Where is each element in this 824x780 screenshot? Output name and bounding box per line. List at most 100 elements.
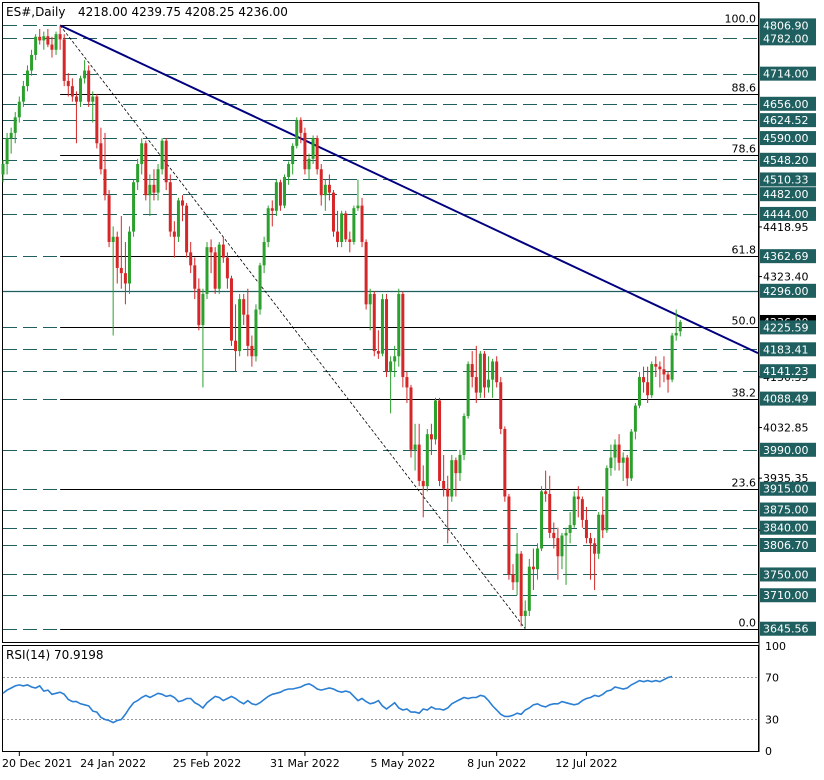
rsi-indicator: 100 70 30 0	[2, 640, 786, 758]
candle-body	[576, 496, 580, 500]
candle-body	[295, 119, 299, 146]
candle-body	[95, 96, 99, 144]
candle-body	[25, 70, 29, 87]
candle	[278, 179, 282, 211]
date-tick-label: 25 Feb 2022	[173, 757, 241, 770]
candle-body	[376, 351, 380, 354]
candle-body	[30, 54, 34, 71]
candle-body	[152, 184, 156, 193]
candle-body	[482, 353, 486, 388]
candle	[597, 512, 601, 559]
price-label-box	[760, 172, 816, 187]
candle	[609, 444, 613, 476]
date-axis-labels: 20 Dec 2021 24 Jan 2022 25 Feb 2022 31 Mar …	[2, 752, 618, 770]
candle-body	[499, 382, 503, 429]
candle-body	[666, 374, 670, 380]
candle	[323, 179, 327, 211]
candle-body	[446, 488, 450, 497]
price-label-text: 4624.52	[763, 114, 809, 127]
candle	[83, 60, 87, 84]
candle	[560, 532, 564, 570]
candle-body	[454, 460, 458, 474]
level-price-label: 3915.00	[760, 481, 816, 496]
fib-level-label: 78.6	[732, 143, 757, 156]
candle	[589, 532, 593, 580]
level-price-label: 3806.70	[760, 538, 816, 553]
candle-body	[389, 361, 393, 372]
candle-body	[495, 361, 499, 383]
candle	[189, 241, 193, 274]
candle-body	[540, 491, 544, 549]
date-tick-label: 20 Dec 2021	[2, 757, 72, 770]
candle-body	[409, 387, 413, 450]
candle	[389, 356, 393, 414]
candle-body	[621, 457, 625, 463]
candle	[458, 449, 462, 481]
price-label-box	[760, 481, 816, 496]
level-price-label: 4482.00	[760, 187, 816, 202]
candle-body	[205, 247, 209, 294]
candle-body	[38, 36, 42, 41]
candle	[450, 454, 454, 502]
candle	[46, 28, 50, 48]
candle	[368, 288, 372, 331]
candle	[356, 179, 360, 211]
candle-body	[629, 431, 633, 479]
candle	[148, 174, 152, 216]
candles	[1, 25, 682, 629]
candle	[474, 345, 478, 404]
candle-body	[274, 182, 278, 211]
level-price-label: 4656.00	[760, 96, 816, 111]
candle-body	[650, 364, 654, 396]
candle-body	[278, 182, 282, 206]
candle-body	[397, 293, 401, 357]
candle-body	[136, 164, 140, 183]
trend-lines	[59, 24, 759, 629]
candle-body	[164, 140, 168, 183]
candle	[642, 366, 646, 393]
candle	[442, 454, 446, 497]
candle	[38, 28, 42, 45]
candle-body	[50, 44, 54, 50]
candle-body	[107, 195, 111, 242]
candle	[74, 91, 78, 144]
price-label-text: 3645.56	[763, 623, 809, 636]
candle-body	[589, 538, 593, 544]
price-tick-label: 4323.40	[763, 271, 809, 284]
candle	[372, 291, 376, 357]
candle	[144, 140, 148, 201]
price-label-box	[760, 283, 816, 298]
level-price-label: 4088.49	[760, 391, 816, 406]
level-price-label: 4296.00	[760, 283, 816, 298]
date-tick-label: 12 Jul 2022	[555, 757, 617, 770]
candle-body	[417, 444, 421, 481]
candle-body	[148, 184, 152, 196]
candle-body	[560, 535, 564, 557]
level-price-label: 3750.00	[760, 567, 816, 582]
level-price-label: 4444.00	[760, 206, 816, 221]
candle-body	[368, 293, 372, 305]
price-label-box	[760, 131, 816, 146]
price-label-text: 4444.00	[763, 208, 809, 221]
level-price-label: 4590.00	[760, 131, 816, 146]
candle	[42, 31, 46, 50]
candle-body	[372, 293, 376, 352]
candle	[515, 532, 519, 596]
candle-body	[613, 444, 617, 458]
candle	[633, 403, 637, 440]
candle	[666, 371, 670, 393]
candle	[605, 465, 609, 533]
candle	[593, 538, 597, 591]
candle-body	[421, 480, 425, 487]
candle	[654, 356, 658, 378]
candle	[250, 335, 254, 367]
candle	[544, 470, 548, 502]
candle	[531, 548, 535, 591]
candle-body	[119, 267, 123, 274]
candle	[576, 486, 580, 518]
candle-body	[336, 231, 340, 242]
candle	[229, 275, 233, 346]
candle-body	[193, 265, 197, 289]
candle	[511, 564, 515, 591]
